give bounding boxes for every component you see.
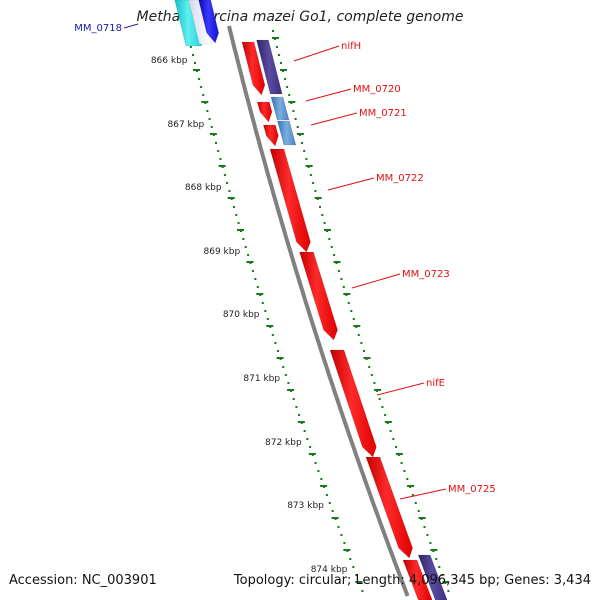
gene-cds-purple [256, 39, 283, 95]
scale-label: 874 kbp [311, 565, 348, 575]
gene-leader-line [310, 112, 358, 126]
gene-leader-line [305, 88, 352, 102]
labels: 866 kbp 867 kbp 868 kbp 869 kbp 870 kbp 871 k… [74, 23, 495, 575]
gene-label: MM_0725 [448, 484, 496, 495]
topology-text: Topology: circular; Length: 4,096,345 bp… [233, 573, 591, 588]
gene-cds-mm-0720 [256, 101, 273, 123]
gene-cds-nifh [241, 41, 266, 96]
gene-cds-mm-0722 [269, 148, 311, 253]
gene-cds-mm-0725 [365, 456, 413, 559]
scale-label: 872 kbp [265, 438, 302, 448]
gene-leader-line [351, 273, 401, 289]
scale-label: 868 kbp [185, 183, 222, 193]
gene-features [174, 0, 448, 600]
scale-label: 871 kbp [243, 374, 280, 384]
scale-label: 866 kbp [151, 56, 188, 66]
scale-ticks [184, 30, 450, 592]
scale-label: 873 kbp [287, 501, 324, 511]
gene-cds-lightblue-b [277, 120, 297, 146]
gene-leader-line [293, 45, 340, 62]
gene-label: nifE [426, 378, 445, 389]
gene-label: nifH [341, 41, 361, 52]
gene-cds-cyan [174, 0, 203, 47]
gene-label: MM_0721 [359, 108, 407, 119]
gene-label: MM_0720 [353, 84, 401, 95]
gene-label: MM_0723 [402, 269, 450, 280]
gene-leader-line [327, 177, 375, 191]
gene-label: MM_0722 [376, 173, 424, 184]
gene-cds-lightblue-a [270, 96, 290, 121]
map-title: Methanosarcina mazei Go1, complete genom… [136, 9, 464, 25]
gene-cds-next [402, 559, 433, 600]
label-leaders [123, 23, 447, 500]
gene-cds-purple-b [417, 554, 448, 600]
gene-cds-nife [329, 349, 377, 458]
gene-leader-line [123, 23, 139, 29]
scale-label: 869 kbp [204, 247, 241, 257]
gene-cds-mm-0718 [198, 0, 219, 44]
genome-backbone [227, 25, 410, 597]
accession-text: Accession: NC_003901 [9, 573, 157, 588]
gene-leader-line [376, 382, 425, 396]
backbone-line [227, 25, 410, 597]
gene-cds-white [188, 0, 212, 45]
scale-label: 867 kbp [168, 120, 205, 130]
gene-cds-mm-0721 [263, 124, 279, 147]
scale-label: 870 kbp [223, 310, 260, 320]
gene-leader-line [399, 488, 447, 500]
gene-label: MM_0718 [74, 23, 122, 34]
gene-cds-mm-0723 [299, 251, 338, 341]
